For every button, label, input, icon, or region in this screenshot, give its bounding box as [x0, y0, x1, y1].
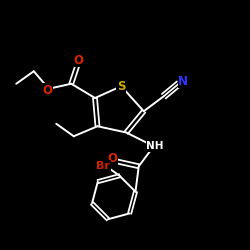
- Text: Br: Br: [96, 161, 110, 171]
- Text: O: O: [74, 54, 84, 66]
- Text: S: S: [117, 80, 126, 93]
- Text: NH: NH: [146, 141, 164, 151]
- Text: O: O: [42, 84, 52, 96]
- Text: O: O: [108, 152, 118, 165]
- Text: N: N: [178, 75, 188, 88]
